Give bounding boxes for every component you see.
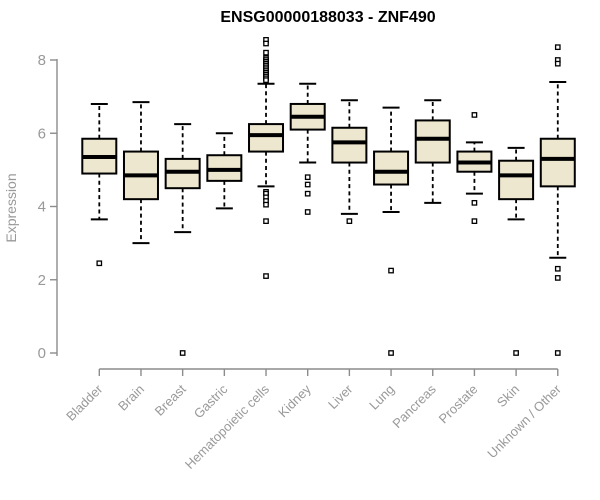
boxplot-brain — [122, 101, 159, 245]
y-axis: 0 2 4 6 8 — [38, 52, 58, 362]
x-tick-label: Liver — [325, 381, 356, 412]
outlier-point — [554, 265, 561, 272]
outlier-point — [388, 350, 394, 356]
outlier-point — [263, 273, 269, 279]
outlier-point — [513, 350, 519, 356]
x-tick-label: Pancreas — [389, 381, 439, 431]
outlier-point — [263, 218, 269, 224]
y-tick-label: 2 — [38, 272, 46, 289]
outlier-point — [304, 181, 311, 188]
boxplot-skin — [498, 146, 535, 356]
boxplot-breast — [164, 123, 201, 356]
iqr-box — [373, 150, 410, 186]
boxplot-pancreas — [414, 99, 451, 204]
outlier-point — [304, 190, 311, 197]
x-tick-label: Lung — [366, 382, 397, 413]
x-tick-label: Brain — [115, 382, 147, 414]
y-axis-title: Expression — [3, 173, 19, 242]
x-tick-label: Gastric — [191, 381, 231, 421]
outlier-point — [96, 260, 103, 267]
boxplot-unknown-other — [539, 44, 576, 356]
outlier-point — [179, 350, 186, 356]
boxplot-lung — [373, 106, 410, 356]
y-tick-label: 0 — [38, 345, 46, 362]
iqr-box — [331, 126, 368, 164]
boxplot-hematopoietic-cells — [248, 37, 285, 279]
iqr-box — [414, 119, 451, 164]
outlier-point — [304, 174, 311, 181]
outlier-point — [471, 199, 478, 206]
outlier-point — [554, 350, 561, 356]
y-tick-label: 6 — [38, 125, 46, 142]
outlier-point — [263, 77, 269, 83]
outlier-point — [263, 40, 269, 47]
outlier-point — [471, 218, 478, 224]
x-tick-label: Breast — [152, 381, 189, 418]
boxplot-liver — [331, 99, 368, 224]
x-tick-label: Unknown / Other — [484, 381, 564, 461]
chart-title: ENSG00000188033 - ZNF490 — [220, 9, 435, 26]
outlier-point — [346, 218, 353, 224]
outlier-point — [554, 275, 561, 281]
y-tick-label: 4 — [38, 199, 46, 216]
boxplot-gastric — [206, 132, 243, 210]
boxplot-bladder — [81, 102, 118, 267]
boxplot-kidney — [289, 82, 326, 215]
x-tick-label: Skin — [494, 382, 522, 410]
boxplot-prostate — [456, 112, 493, 224]
outlier-point — [388, 267, 394, 274]
outlier-point — [263, 201, 269, 208]
x-tick-label: Kidney — [275, 381, 314, 420]
outlier-point — [554, 44, 561, 51]
iqr-box — [498, 159, 535, 201]
outlier-point — [304, 209, 311, 215]
iqr-box — [539, 137, 576, 188]
outlier-point — [554, 60, 561, 67]
x-tick-label: Bladder — [63, 381, 106, 424]
y-tick-label: 8 — [38, 52, 46, 69]
iqr-box — [248, 123, 285, 153]
x-tick-label: Prostate — [436, 382, 481, 427]
outlier-point — [263, 49, 269, 56]
outlier-point — [471, 112, 478, 118]
